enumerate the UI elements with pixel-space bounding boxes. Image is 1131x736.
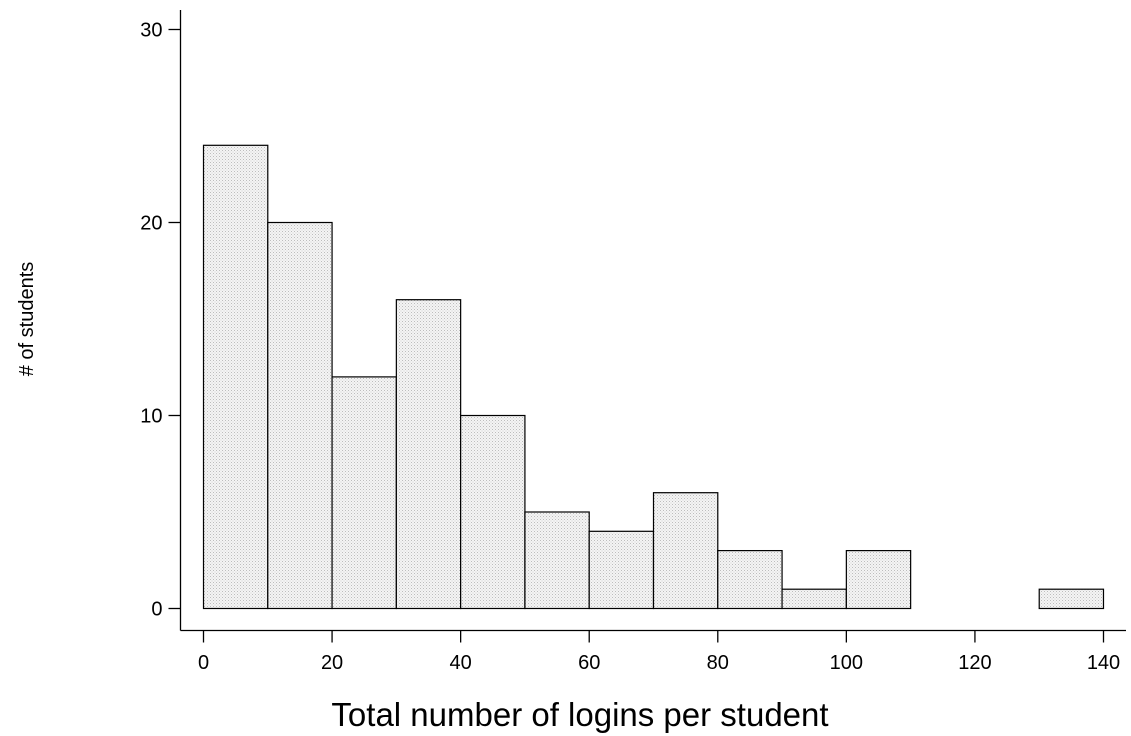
histogram-bar — [845, 549, 912, 610]
histogram-bar — [717, 549, 783, 610]
x-axis-ticks: 0 20 40 60 80 100 120 140 — [198, 630, 1120, 674]
histogram-bar — [202, 144, 269, 610]
y-tick-label: 30 — [140, 20, 162, 42]
x-tick-label: 100 — [830, 652, 863, 674]
y-axis-title: # of students — [16, 262, 38, 377]
x-tick-label: 0 — [198, 652, 209, 674]
histogram-bars — [202, 144, 1105, 610]
x-tick-label: 40 — [450, 652, 472, 674]
y-tick-label: 0 — [151, 599, 162, 621]
histogram-bar — [652, 492, 719, 610]
histogram-bar — [395, 299, 462, 610]
histogram-bar — [524, 511, 590, 610]
x-tick-label: 120 — [958, 652, 991, 674]
x-tick-label: 20 — [321, 652, 343, 674]
y-axis-ticks: 0 10 20 30 — [140, 20, 181, 621]
histogram-bar — [267, 221, 333, 610]
histogram-bar — [331, 376, 397, 610]
y-tick-label: 20 — [140, 213, 162, 235]
x-tick-label: 140 — [1087, 652, 1120, 674]
histogram-bar — [588, 530, 655, 610]
histogram-bar — [781, 588, 847, 610]
histogram-bar — [1038, 588, 1105, 610]
x-tick-label: 60 — [578, 652, 600, 674]
x-tick-label: 80 — [707, 652, 729, 674]
y-tick-label: 10 — [140, 406, 162, 428]
histogram-bar — [460, 414, 526, 610]
x-axis-title: Total number of logins per student — [331, 696, 828, 733]
